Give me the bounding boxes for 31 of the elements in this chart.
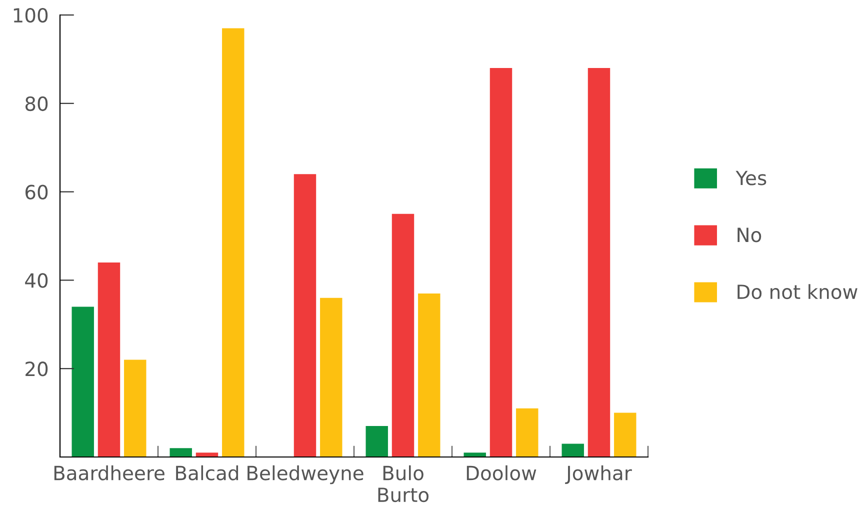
legend-label: Do not know	[738, 284, 858, 300]
bar	[588, 68, 610, 457]
bar	[418, 293, 440, 457]
x-tick-label: Doolow	[466, 465, 536, 480]
bar	[562, 444, 584, 457]
x-tick-label: Baardheere	[54, 465, 164, 480]
legend-label: Yes	[736, 170, 766, 186]
bar	[464, 452, 486, 457]
bar	[72, 306, 94, 457]
x-tick-label: Beledweyne	[248, 465, 364, 484]
bar	[320, 298, 342, 457]
x-tick-label: Balcad	[176, 465, 238, 480]
bar	[124, 360, 146, 457]
bar	[490, 68, 512, 457]
bar	[294, 174, 316, 457]
x-tick-label: Jowhar	[565, 465, 632, 484]
bar	[614, 412, 636, 457]
bar	[98, 262, 120, 457]
y-tick-label: 60	[26, 184, 48, 200]
x-tick-label: Bulo Burto	[378, 465, 429, 502]
y-tick-label: 40	[25, 273, 48, 288]
y-tick-label: 20	[26, 362, 48, 376]
y-tick-label: 100	[14, 8, 48, 23]
bar	[392, 214, 414, 457]
bar	[516, 408, 538, 457]
y-tick-label: 80	[25, 96, 48, 112]
bar	[222, 28, 244, 457]
bar	[196, 452, 218, 457]
legend-label: No	[738, 228, 762, 242]
bar	[366, 426, 388, 457]
bar	[170, 448, 192, 457]
